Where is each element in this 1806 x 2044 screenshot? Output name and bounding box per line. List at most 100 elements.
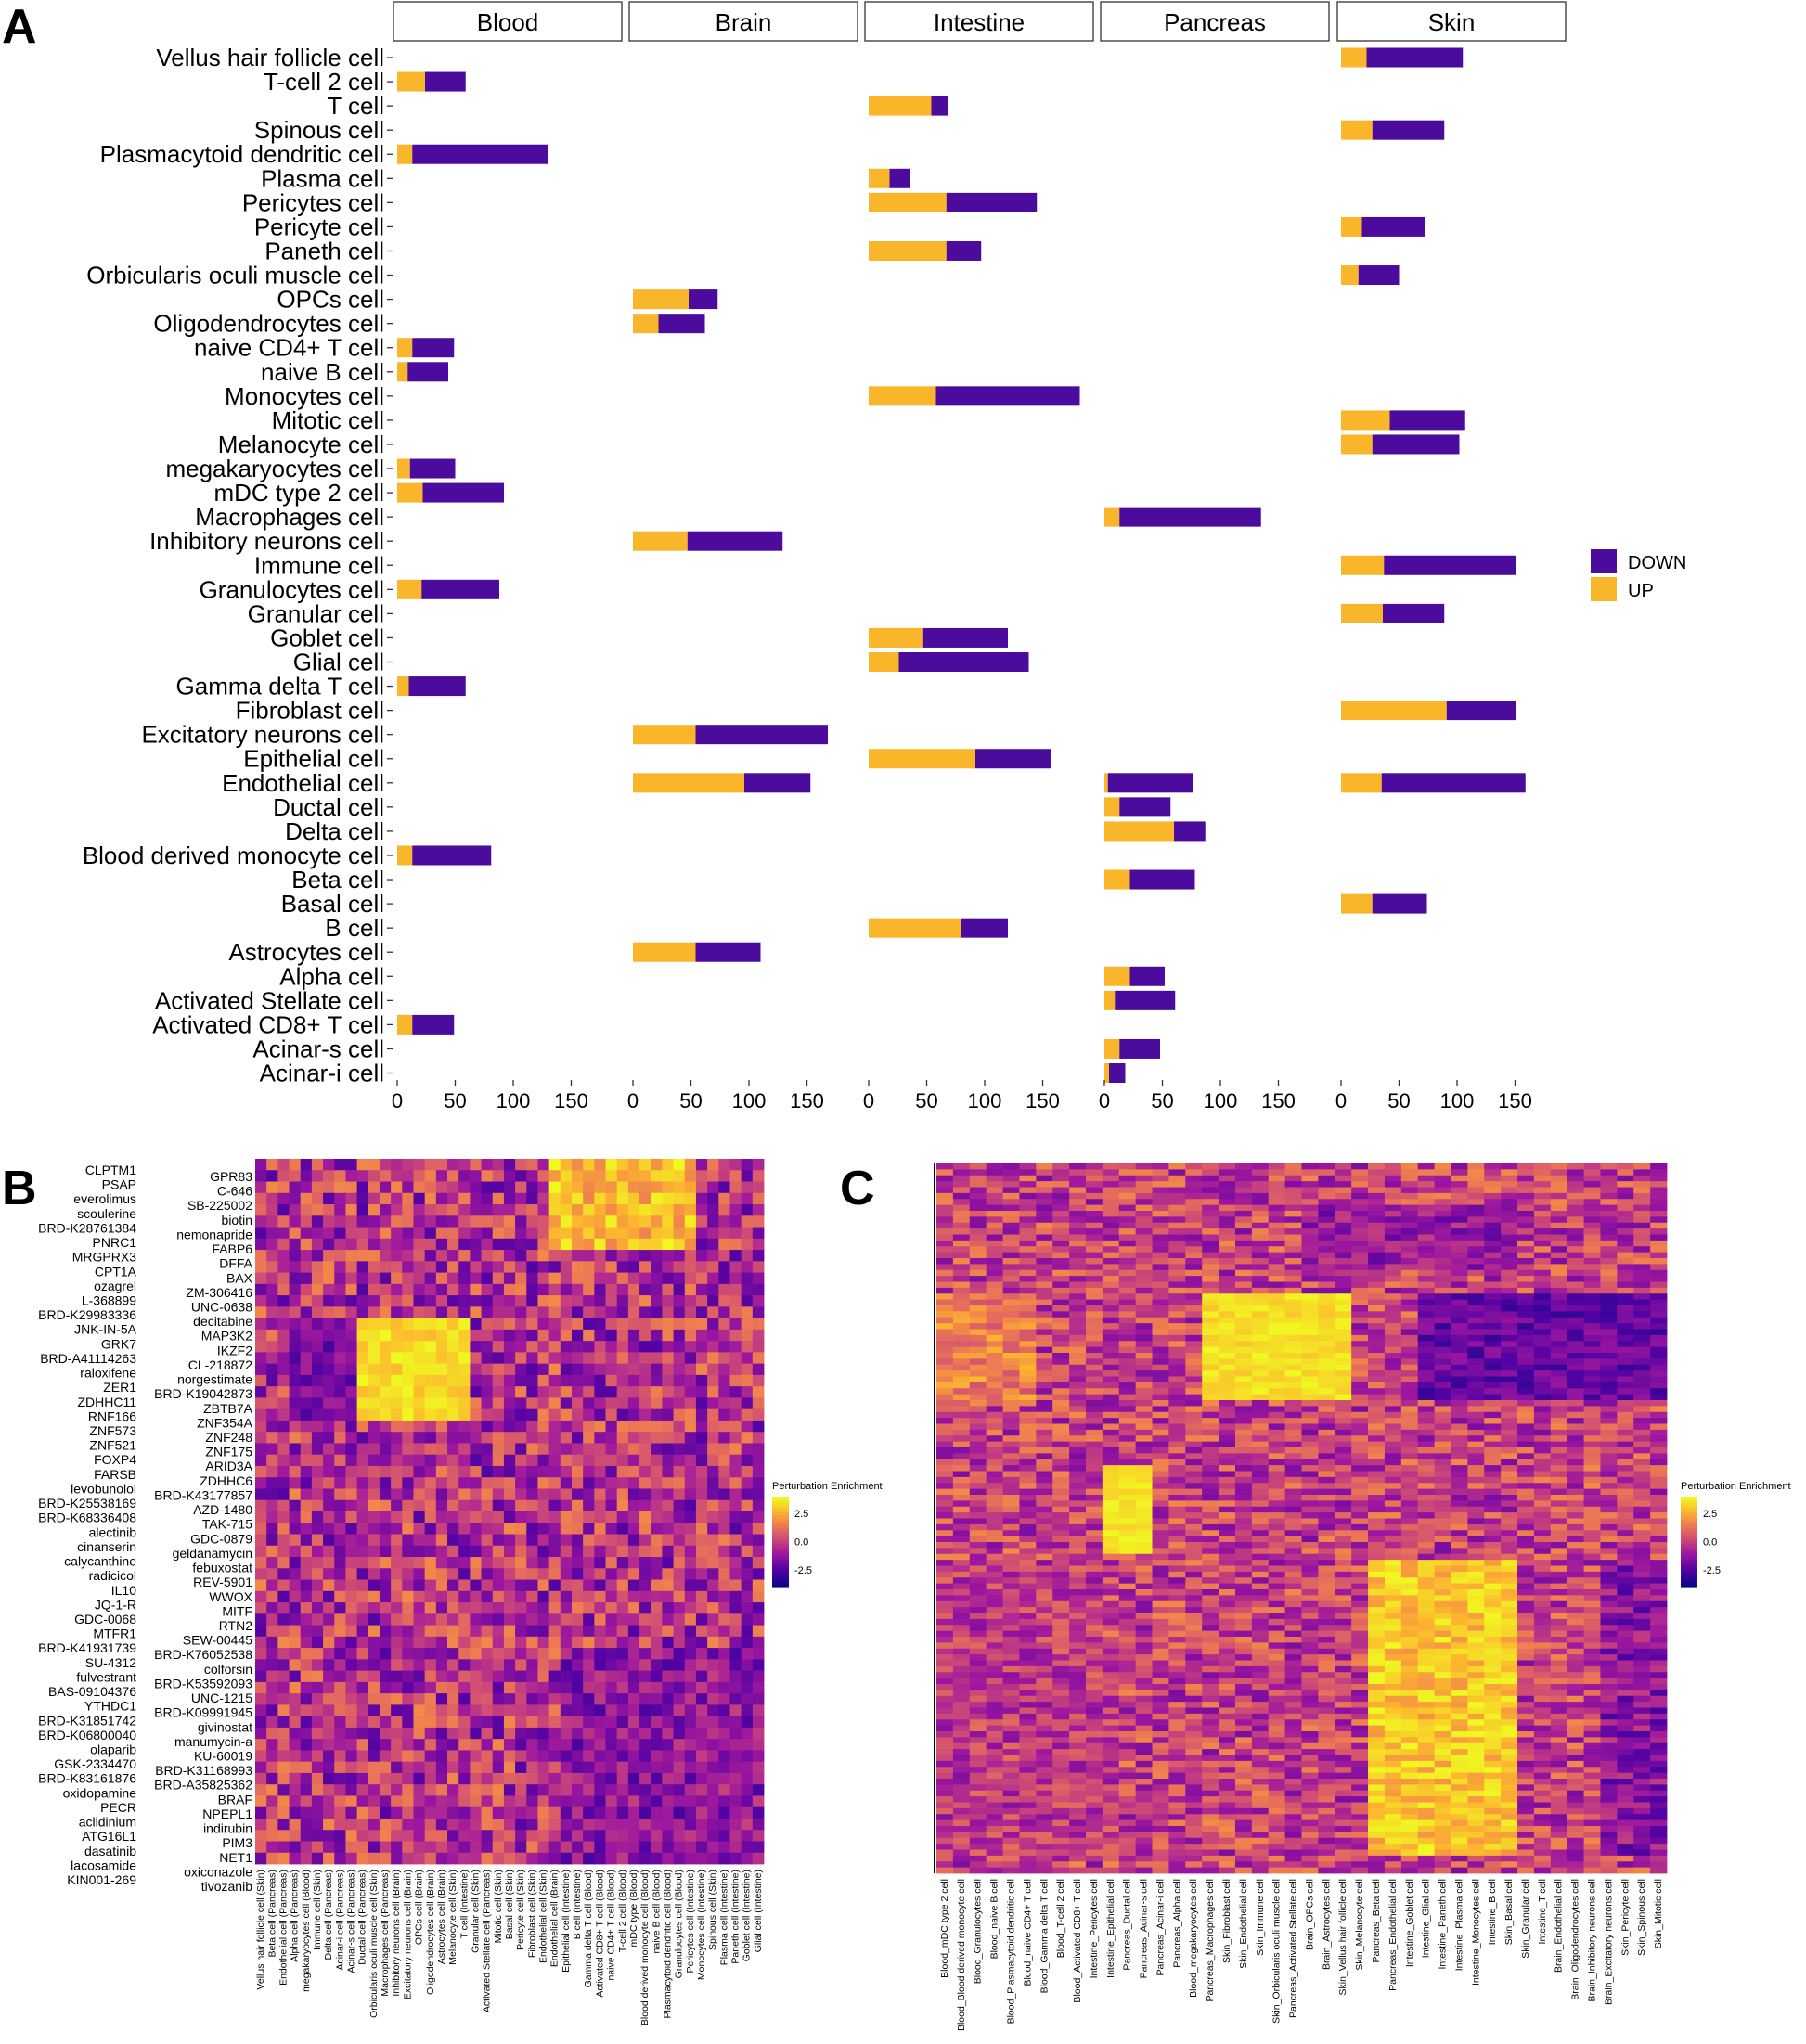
heatmap-cell bbox=[503, 1488, 516, 1501]
heatmap-cell bbox=[1550, 1341, 1568, 1348]
heatmap-cell bbox=[1219, 1341, 1236, 1348]
heatmap-cell bbox=[447, 1363, 459, 1376]
heatmap-cell bbox=[537, 1443, 550, 1456]
heatmap-cell bbox=[1268, 1329, 1286, 1336]
heatmap-cell bbox=[503, 1329, 516, 1342]
heatmap-cell bbox=[402, 1215, 414, 1228]
heatmap-cell bbox=[986, 1192, 1003, 1200]
heatmap-cell bbox=[1268, 1299, 1286, 1306]
bar-up bbox=[633, 314, 659, 334]
row-label: BRD-K83161876 bbox=[38, 1771, 136, 1786]
heatmap-cell bbox=[492, 1579, 505, 1592]
heatmap-cell bbox=[1650, 1353, 1668, 1359]
heatmap-cell bbox=[526, 1238, 538, 1251]
heatmap-cell bbox=[616, 1648, 629, 1660]
heatmap-cell bbox=[1417, 1370, 1435, 1377]
heatmap-cell bbox=[526, 1181, 538, 1194]
heatmap-cell bbox=[492, 1181, 505, 1194]
heatmap-cell bbox=[255, 1602, 267, 1614]
y-tick-label: Immune cell bbox=[254, 551, 384, 579]
heatmap-cell bbox=[1002, 1169, 1020, 1176]
heatmap-cell bbox=[266, 1272, 278, 1285]
heatmap-cell bbox=[1351, 1175, 1369, 1182]
heatmap-cell bbox=[311, 1704, 324, 1717]
heatmap-cell bbox=[639, 1408, 651, 1421]
heatmap-cell bbox=[718, 1306, 730, 1319]
heatmap-cell bbox=[277, 1579, 290, 1592]
heatmap-cell bbox=[1650, 1364, 1668, 1371]
heatmap-cell bbox=[255, 1432, 267, 1444]
heatmap-cell bbox=[952, 1258, 971, 1265]
heatmap-cell bbox=[1135, 1204, 1153, 1212]
heatmap-cell bbox=[492, 1716, 505, 1729]
heatmap-cell bbox=[300, 1499, 313, 1512]
heatmap-cell bbox=[1118, 1370, 1137, 1377]
heatmap-cell bbox=[1484, 1222, 1502, 1229]
heatmap-cell bbox=[662, 1852, 674, 1865]
heatmap-cell bbox=[936, 1334, 954, 1342]
heatmap-cell bbox=[503, 1192, 516, 1205]
heatmap-cell bbox=[435, 1841, 448, 1854]
heatmap-cell bbox=[616, 1432, 629, 1444]
heatmap-cell bbox=[1168, 1358, 1186, 1366]
row-label: PECR bbox=[100, 1800, 136, 1815]
heatmap-cell bbox=[526, 1227, 538, 1240]
heatmap-cell bbox=[1002, 1192, 1020, 1200]
heatmap-cell bbox=[1085, 1287, 1103, 1294]
heatmap-cell bbox=[707, 1761, 719, 1774]
heatmap-cell bbox=[515, 1318, 527, 1331]
heatmap-cell bbox=[413, 1443, 426, 1456]
heatmap-cell bbox=[289, 1557, 302, 1569]
heatmap-cell bbox=[323, 1170, 335, 1182]
heatmap-cell bbox=[503, 1227, 516, 1240]
heatmap-cell bbox=[752, 1238, 765, 1251]
heatmap-cell bbox=[1533, 1287, 1552, 1294]
heatmap-cell bbox=[583, 1238, 595, 1251]
heatmap-cell bbox=[548, 1250, 561, 1262]
heatmap-cell bbox=[356, 1852, 369, 1865]
heatmap-cell bbox=[605, 1283, 618, 1296]
heatmap-cell bbox=[277, 1659, 290, 1672]
heatmap-cell bbox=[1600, 1317, 1618, 1324]
heatmap-cell bbox=[1036, 1192, 1053, 1200]
heatmap-cell bbox=[1600, 1187, 1618, 1194]
heatmap-cell bbox=[1650, 1293, 1668, 1301]
heatmap-cell bbox=[741, 1227, 754, 1240]
heatmap-cell bbox=[300, 1511, 313, 1523]
heatmap-cell bbox=[424, 1159, 437, 1171]
heatmap-cell bbox=[1517, 1364, 1535, 1371]
heatmap-cell bbox=[986, 1252, 1003, 1259]
heatmap-cell bbox=[526, 1477, 538, 1489]
heatmap-cell bbox=[413, 1557, 426, 1569]
heatmap-cell bbox=[571, 1465, 584, 1478]
heatmap-cell bbox=[435, 1352, 448, 1365]
heatmap-cell bbox=[515, 1227, 527, 1240]
heatmap-cell bbox=[741, 1784, 754, 1796]
heatmap-cell bbox=[334, 1272, 346, 1285]
x-tick-label: 100 bbox=[497, 1089, 531, 1112]
heatmap-cell bbox=[1202, 1192, 1219, 1200]
heatmap-cell bbox=[1400, 1211, 1419, 1217]
heatmap-cell bbox=[1268, 1358, 1286, 1366]
heatmap-cell bbox=[300, 1261, 313, 1273]
heatmap-cell bbox=[707, 1830, 719, 1842]
heatmap-cell bbox=[492, 1374, 505, 1387]
heatmap-cell bbox=[277, 1408, 290, 1421]
heatmap-cell bbox=[986, 1382, 1003, 1389]
heatmap-cell bbox=[752, 1511, 765, 1523]
heatmap-cell bbox=[627, 1499, 640, 1512]
heatmap-cell bbox=[492, 1613, 505, 1626]
column-label: Fibroblast cell (Skin) bbox=[526, 1870, 537, 1958]
heatmap-cell bbox=[1368, 1281, 1386, 1289]
heatmap-cell bbox=[662, 1352, 674, 1365]
heatmap-cell bbox=[986, 1187, 1003, 1194]
heatmap-cell bbox=[526, 1841, 538, 1854]
heatmap-cell bbox=[300, 1318, 313, 1331]
heatmap-cell bbox=[481, 1295, 494, 1307]
heatmap-cell bbox=[1567, 1293, 1584, 1301]
heatmap-cell bbox=[1002, 1334, 1020, 1342]
heatmap-cell bbox=[571, 1704, 584, 1717]
heatmap-cell bbox=[402, 1499, 414, 1512]
heatmap-cell bbox=[492, 1534, 505, 1547]
heatmap-cell bbox=[936, 1163, 954, 1170]
